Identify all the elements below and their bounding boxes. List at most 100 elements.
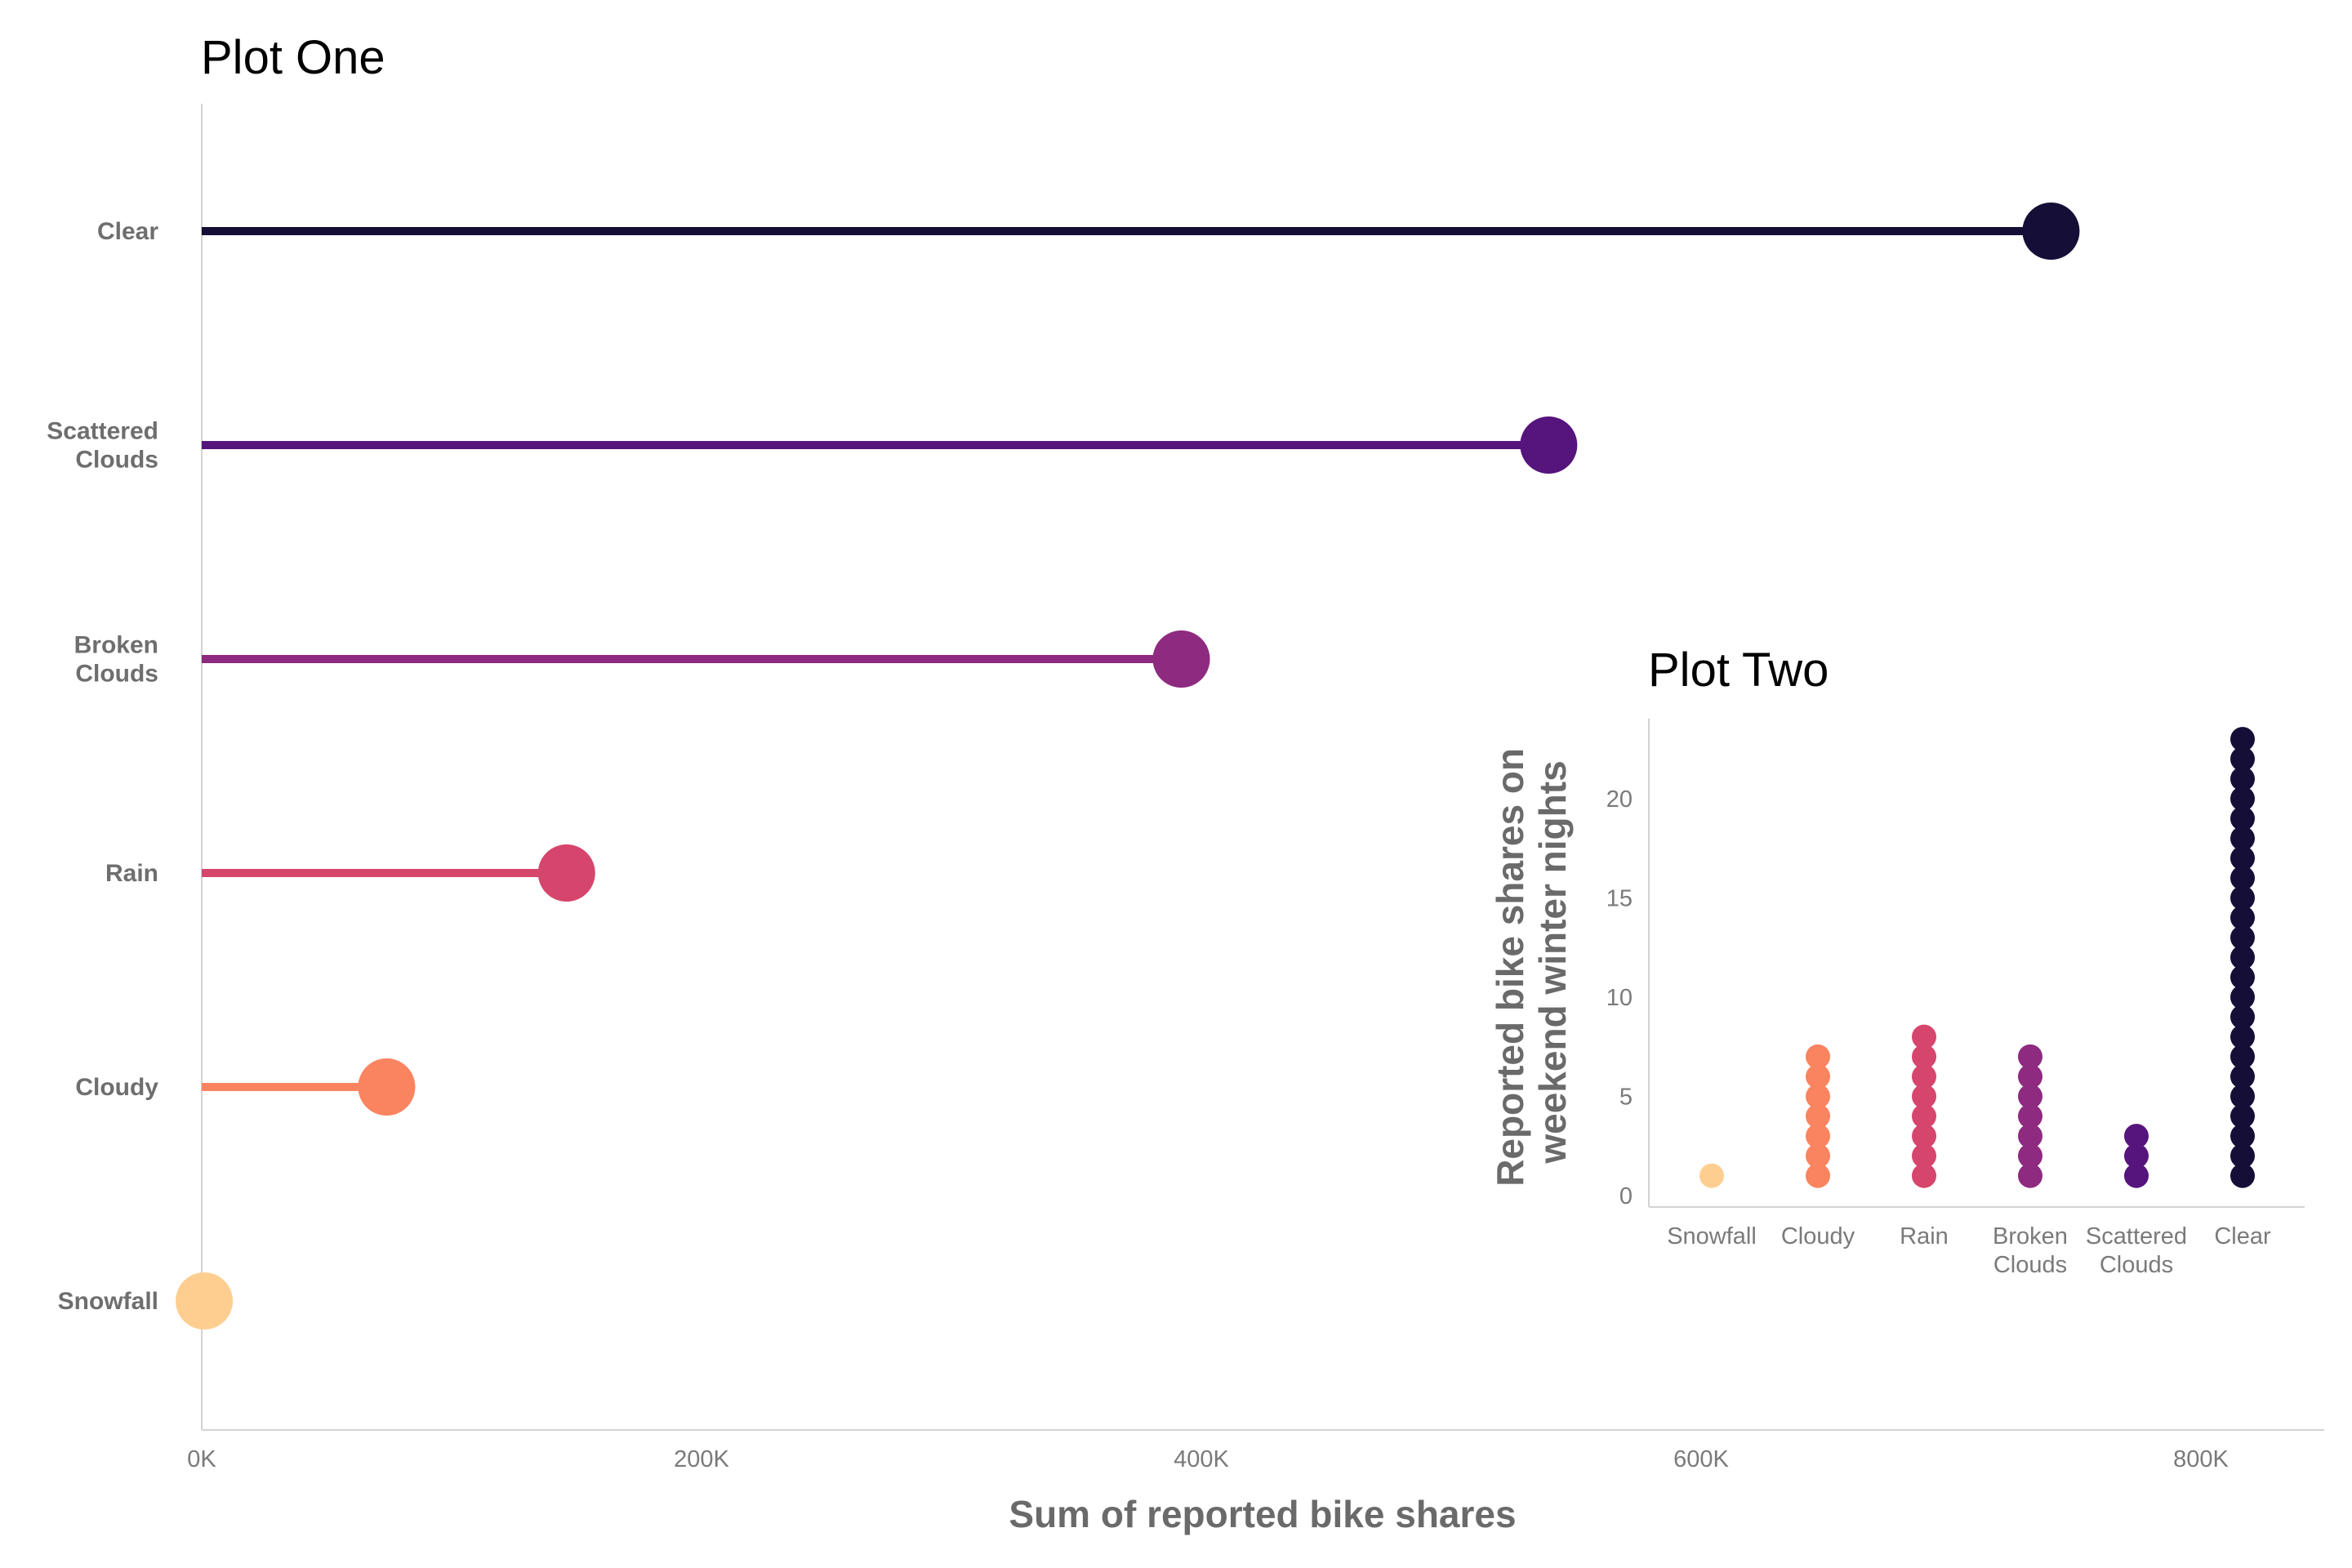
plot-one-category-label: Clear: [97, 218, 158, 245]
plot-two-y-tick-label: 15: [1606, 886, 1633, 912]
plot-one-category-label-line: Clouds: [75, 661, 158, 688]
plot-two-dot: [2230, 1163, 2255, 1188]
plot-two-dot: [2230, 1103, 2255, 1129]
plot-one-title: Plot One: [201, 31, 385, 84]
plot-two-category-label-line: Rain: [1900, 1223, 1949, 1250]
plot-two-dot: [1699, 1163, 1724, 1188]
plot-two-dot: [1806, 1143, 1830, 1169]
plot-two-category-label: Scattered Clouds: [2086, 1223, 2187, 1278]
plot-two-dot: [2230, 766, 2255, 791]
plot-two-dot: [2018, 1044, 2042, 1069]
plot-two-dot: [2230, 1004, 2255, 1030]
plot-one-category-label: Broken Clouds: [74, 632, 158, 688]
plot-two-y-tick-label: 5: [1619, 1085, 1633, 1111]
plot-two-category-label-line: Cloudy: [1781, 1223, 1855, 1250]
plot-one-dot: [358, 1058, 416, 1116]
plot-two-dot: [2124, 1143, 2149, 1169]
plot-two-dot: [1912, 1163, 1936, 1188]
plot-two-category-label-line: Snowfall: [1667, 1223, 1757, 1250]
plot-two-y-axis-title-line-2: weekend winter nights: [1531, 760, 1574, 1164]
plot-one-marks: [176, 203, 2080, 1330]
plot-one-x-tick-label: 0K: [187, 1446, 216, 1472]
plot-two-dot: [2018, 1084, 2042, 1109]
plot-two-dot: [2230, 786, 2255, 811]
plot-two-category-label: Broken Clouds: [1993, 1223, 2068, 1278]
plot-two-category-label-line: Clouds: [2100, 1252, 2173, 1278]
plot-two-y-tick-label: 0: [1619, 1183, 1633, 1209]
plot-two-dot: [2230, 925, 2255, 951]
plot-two-dot: [2018, 1143, 2042, 1169]
plot-two-category-label-line: Clear: [2214, 1223, 2271, 1250]
plot-two-dot: [2230, 1064, 2255, 1089]
plot-one-category-label: Rain: [105, 860, 158, 887]
plot-two-dot: [1912, 1084, 1936, 1109]
plot-two-dot: [1806, 1103, 1830, 1129]
plot-two-y-axis-title-line-1: Reported bike shares on: [1489, 748, 1531, 1187]
plot-two-category-label: Clear: [2214, 1223, 2271, 1250]
plot-two-dot: [2230, 866, 2255, 891]
plot-two-dot: [2230, 1044, 2255, 1069]
plot-two-title: Plot Two: [1648, 644, 1829, 697]
plot-one-dot: [537, 844, 595, 902]
plot-one-category-label-line: Cloudy: [75, 1074, 158, 1101]
plot-two-dot: [1912, 1124, 1936, 1149]
plot-two-dot: [2230, 826, 2255, 851]
plot-two-category-label: Cloudy: [1781, 1223, 1855, 1250]
plot-two-dot: [2230, 1084, 2255, 1109]
plot-two-dot: [1912, 1143, 1936, 1169]
plot-one-category-label: Scattered Clouds: [47, 418, 158, 474]
plot-one-x-tick-label: 200K: [674, 1446, 729, 1472]
plot-two-dot: [2230, 945, 2255, 970]
plot-two-dot: [1806, 1064, 1830, 1089]
plot-two-dot: [2124, 1124, 2149, 1149]
plot-two-dot: [1912, 1103, 1936, 1129]
plot-one-category-label-line: Rain: [105, 860, 158, 887]
plot-two-dot: [2018, 1124, 2042, 1149]
plot-one-category-label-line: Clouds: [75, 447, 158, 474]
plot-two-marks: [1699, 727, 2255, 1188]
plot-two-dot: [1912, 1024, 1936, 1049]
plot-two-y-tick-label: 20: [1606, 786, 1633, 813]
plot-one-dot: [1520, 416, 1578, 474]
plot-one-category-label: Snowfall: [58, 1288, 158, 1315]
plot-one-x-tick-label: 400K: [1174, 1446, 1229, 1472]
plot-two-category-label-line: Scattered: [2086, 1223, 2187, 1250]
plot-one-dot: [2022, 203, 2080, 260]
plot-one-x-tick-labels: 0K 200K 400K 600K 800K: [187, 1446, 2229, 1472]
plot-two-dot: [2018, 1103, 2042, 1129]
plot-two-dot: [1912, 1064, 1936, 1089]
plot-two-dot: [2230, 845, 2255, 871]
plot-two-dot: [2018, 1064, 2042, 1089]
plot-one-category-label-line: Snowfall: [58, 1288, 158, 1315]
plot-two-dot: [2230, 727, 2255, 752]
plot-two-dot: [2230, 1024, 2255, 1049]
plot-two-category-label: Snowfall: [1667, 1223, 1757, 1250]
plot-one-category-label-line: Clear: [97, 218, 158, 245]
plot-two-dot: [2018, 1163, 2042, 1188]
plot-one-category-label-line: Broken: [74, 632, 158, 659]
plot-two-dot: [2230, 1124, 2255, 1149]
plot-one-x-axis-title: Sum of reported bike shares: [1009, 1493, 1516, 1535]
plot-two-category-label-line: Broken: [1993, 1223, 2068, 1250]
plot-two-dot: [1806, 1084, 1830, 1109]
plot-one-dot: [1152, 630, 1210, 688]
plot-two: Plot Two 0 5 10 15 20 Snowfall Cloudy Rain Brok…: [1489, 644, 2305, 1278]
plot-two-dot: [1912, 1044, 1936, 1069]
plot-two-dot: [2230, 1143, 2255, 1169]
plot-two-category-label: Rain: [1900, 1223, 1949, 1250]
plot-two-y-axis-title: Reported bike shares on weekend winter n…: [1489, 737, 1574, 1187]
plot-one-category-label-line: Scattered: [47, 418, 158, 445]
plot-one-dot: [176, 1272, 234, 1330]
plot-two-dot: [2230, 806, 2255, 831]
plot-two-category-label-line: Clouds: [1993, 1252, 2067, 1278]
plot-one-x-tick-label: 600K: [1673, 1446, 1729, 1472]
plot-two-dot: [2230, 885, 2255, 911]
plot-two-dot: [1806, 1044, 1830, 1069]
plot-two-dot: [1806, 1124, 1830, 1149]
plot-two-dot: [2124, 1163, 2149, 1188]
plot-two-dot: [2230, 746, 2255, 772]
